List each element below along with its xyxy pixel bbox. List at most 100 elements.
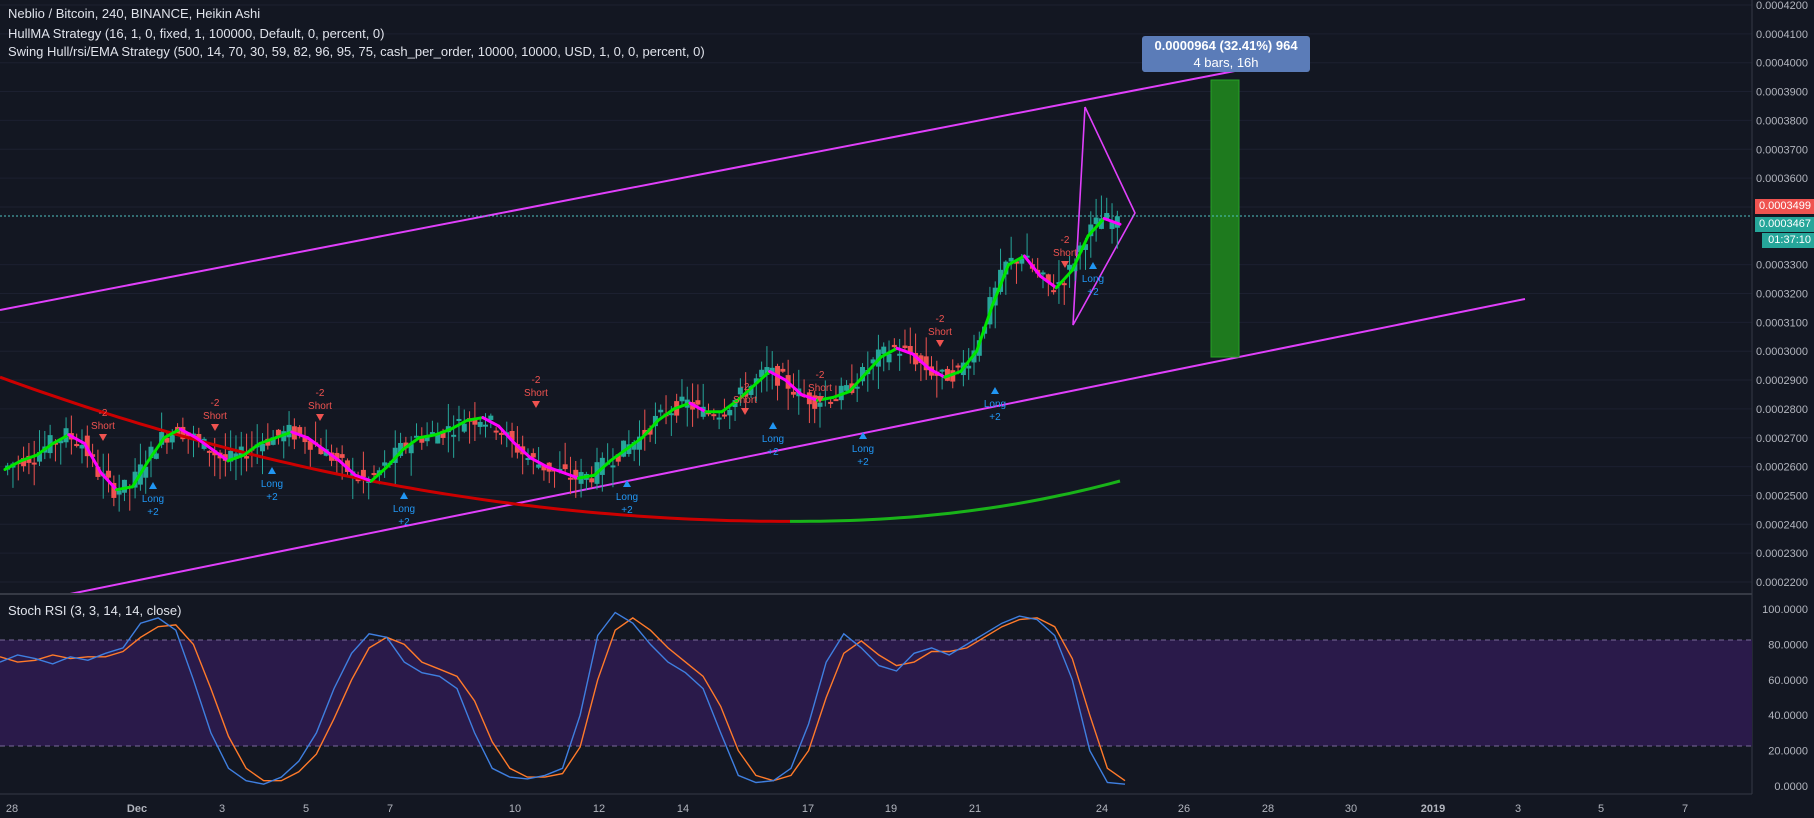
hull-segment [736,384,756,402]
stoch-tick-label: 0.0000 [1774,781,1808,793]
hull-segment [401,436,421,451]
main-grid [0,4,1752,583]
current-price-tag: 0.0003467 [1755,217,1814,232]
stoch-legend[interactable]: Stoch RSI (3, 3, 14, 14, close) [8,603,182,618]
measure-range[interactable] [1210,79,1240,358]
measure-change: 0.0000964 (32.41%) 964 [1154,38,1298,53]
candle-body [440,430,446,438]
candle-body [265,438,271,446]
hull-segment [67,433,87,446]
candle-body [339,454,345,458]
candle-body [398,442,404,456]
candle-body [419,438,425,443]
short-arrow-icon [532,401,540,408]
short-signal-label: Short [928,327,952,338]
candle-body [286,424,292,438]
price-tick-label: 0.0004000 [1756,58,1808,70]
candle-body [477,421,483,427]
hull-segment [991,263,1010,307]
candle-body [1082,244,1088,250]
long-signal-qty: +2 [1087,287,1099,298]
long-arrow-icon [149,482,157,489]
hull-segment [83,442,103,474]
price-tick-label: 0.0003700 [1756,144,1808,156]
hull-segment [1086,216,1106,238]
candle-body [360,469,366,478]
symbol-legend[interactable]: Neblio / Bitcoin, 240, BINANCE, Heikin A… [8,6,261,21]
candle-body [371,473,377,476]
triangle-pattern[interactable] [1072,106,1136,326]
long-signal-label: Long [984,399,1006,410]
candle-body [854,386,860,389]
candle-body [498,432,504,435]
hull-segment [51,433,71,446]
hull-segment [529,456,549,469]
short-arrow-icon [936,340,944,347]
stoch-axis[interactable]: 100.0000 80.0000 60.0000 40.0000 20.0000 0.00… [1762,604,1808,793]
candle-body [859,366,865,382]
channel-lower-line[interactable] [69,298,1526,595]
candle-body [106,470,112,478]
candle-body [525,458,531,461]
price-tick-label: 0.0003200 [1756,289,1808,301]
long-arrow-icon [623,480,631,487]
hullma-legend[interactable]: HullMA Strategy (16, 1, 0, fixed, 1, 100… [8,26,385,41]
candle-body [1008,257,1014,262]
time-tick-label: 26 [1178,803,1190,815]
time-tick-label: 12 [593,803,605,815]
stoch-tick-label: 80.0000 [1768,639,1808,651]
candle-body [1104,213,1110,220]
long-arrow-icon [859,432,867,439]
candle-body [780,368,786,372]
candle-body [668,413,674,416]
stoch-tick-label: 100.0000 [1762,604,1808,616]
candle-body [589,478,595,483]
swing-legend[interactable]: Swing Hull/rsi/EMA Strategy (500, 14, 70… [8,44,705,59]
candle-body [897,353,903,356]
countdown-tag: 01:37:10 [1762,233,1814,248]
hull-segment [194,436,214,451]
candle-body [228,450,234,462]
price-axis[interactable]: 0.0004200 0.0004100 0.0004000 0.0003900 0.00… [1756,0,1808,589]
hull-segment [799,392,819,402]
hull-segment [847,372,867,394]
short-arrow-icon [1061,261,1069,268]
time-axis[interactable]: 28 Dec 3 5 7 10 12 14 17 19 21 24 26 28 30 2019 3 5 7 [6,803,1688,815]
candle-body [610,465,616,468]
hull-segment [369,465,389,483]
candle-body [881,346,887,354]
candle-body [233,453,239,459]
ema-line-up [790,479,1121,523]
measure-duration: 4 bars, 16h [1193,55,1259,70]
candle-body [828,401,834,404]
candle-body [153,453,159,459]
time-tick-label: 21 [969,803,981,815]
price-tick-label: 0.0002500 [1756,490,1808,502]
candle-body [111,482,117,498]
long-arrow-icon [991,387,999,394]
hull-segment [959,349,979,373]
hull-segment [911,352,931,371]
hull-segment [178,427,198,440]
candle-body [382,462,388,466]
price-tick-label: 0.0003000 [1756,346,1808,358]
time-tick-label: 10 [509,803,521,815]
candle-body [403,442,409,449]
short-signal-qty: -2 [532,375,541,386]
candles [5,195,1120,512]
candle-body [844,385,850,391]
candle-body [567,477,573,480]
long-arrow-icon [769,422,777,429]
price-tick-label: 0.0002900 [1756,375,1808,387]
candle-body [907,345,913,354]
last-price-tag: 0.0003499 [1755,199,1814,214]
candle-body [37,452,43,462]
short-signal-label: Short [1053,248,1077,259]
time-tick-label: Dec [127,803,147,815]
hull-segment [927,367,947,379]
hull-segment [1102,216,1122,226]
candle-body [159,432,165,445]
hull-segment [943,369,963,379]
channel-upper-line[interactable] [0,69,1241,311]
